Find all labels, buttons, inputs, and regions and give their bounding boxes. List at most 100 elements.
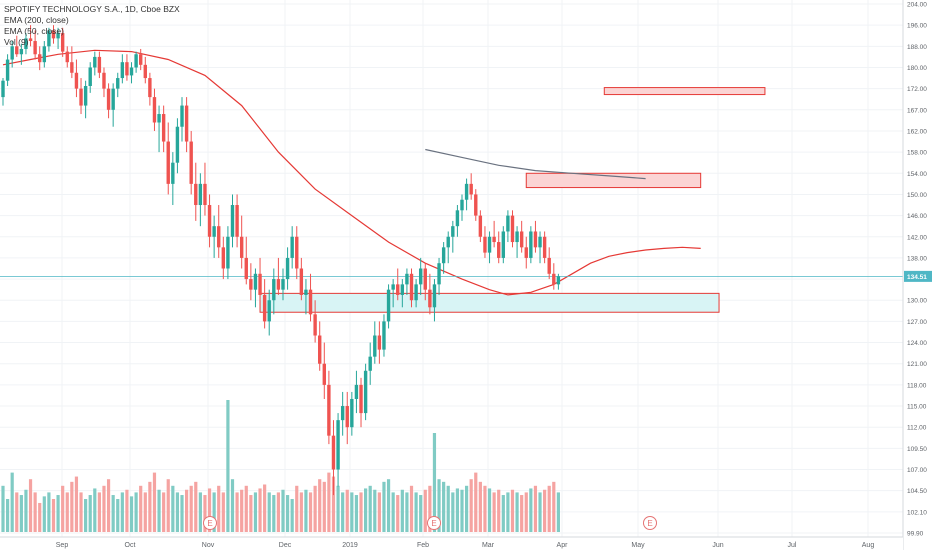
volume-bar xyxy=(84,499,88,532)
legend-ema200[interactable]: EMA (200, close) xyxy=(4,15,69,25)
volume-bar xyxy=(524,492,528,532)
candle-body xyxy=(515,231,519,243)
volume-bar xyxy=(446,485,450,532)
volume-bar xyxy=(469,479,473,532)
volume-bar xyxy=(212,492,216,532)
candle-body xyxy=(506,215,510,232)
candle-body xyxy=(533,231,538,248)
volume-bar xyxy=(350,492,354,532)
candle-body xyxy=(497,242,501,258)
price-axis[interactable]: 99.90 102.10 104.50 107.00 109.50 112.00 115.0… xyxy=(902,0,932,550)
volume-bar xyxy=(281,489,285,532)
price-tick-label: 121.00 xyxy=(907,361,927,368)
candle-body xyxy=(418,268,423,285)
volume-bar xyxy=(478,481,482,532)
volume-bar xyxy=(295,485,299,532)
candle-body xyxy=(24,38,28,49)
price-tick-label: 112.00 xyxy=(907,425,927,432)
volume-bar xyxy=(38,502,42,532)
candle-body xyxy=(299,268,304,295)
candle-body xyxy=(5,59,10,81)
candle-body xyxy=(386,289,391,322)
volume-bar xyxy=(304,489,308,532)
volume-bar xyxy=(501,495,505,532)
legend-title[interactable]: SPOTIFY TECHNOLOGY S.A., 1D, Cboe BZX xyxy=(4,4,180,14)
candle-body xyxy=(166,141,170,184)
volume-bar xyxy=(455,488,460,532)
price-tick-label: 158.00 xyxy=(907,150,927,157)
candle-body xyxy=(414,284,418,301)
candle-body xyxy=(281,279,285,290)
volume-bar xyxy=(299,492,303,532)
candle-body xyxy=(83,85,88,106)
volume-bar xyxy=(33,492,37,532)
candle-body xyxy=(217,226,221,248)
volume-bar xyxy=(464,485,469,532)
candle-body xyxy=(423,268,427,290)
volume-bar xyxy=(364,488,368,532)
candle-body xyxy=(350,398,354,428)
volume-bar xyxy=(538,492,542,532)
candle-body xyxy=(194,183,198,206)
price-tick-label: 118.00 xyxy=(907,382,927,389)
candle-body xyxy=(340,406,345,421)
candle-body xyxy=(542,236,547,258)
candle-body xyxy=(161,114,166,142)
volume-bar xyxy=(552,481,556,532)
candle-body xyxy=(492,236,496,243)
price-tick-label: 104.50 xyxy=(907,488,927,495)
time-tick-label: May xyxy=(631,542,645,549)
earnings-marker-circle xyxy=(203,516,217,530)
candle-body xyxy=(47,30,51,47)
candle-body xyxy=(345,406,349,428)
legend-ema50[interactable]: EMA (50, close) xyxy=(4,26,64,36)
time-tick-label: Aug xyxy=(862,542,875,549)
volume-bar xyxy=(203,495,207,532)
volume-bar xyxy=(510,489,515,532)
volume-bar xyxy=(139,485,143,532)
candle-body xyxy=(336,420,340,470)
candle-body xyxy=(148,78,152,98)
volume-bar xyxy=(19,495,23,532)
volume-bar xyxy=(377,492,381,532)
last-price-label: 134.51 xyxy=(907,274,927,281)
volume-bar xyxy=(194,481,198,532)
volume-bar xyxy=(61,485,65,532)
volume-bar xyxy=(47,492,51,532)
candle-body xyxy=(313,314,317,336)
time-axis[interactable]: Sep Oct Nov Dec 2019 Feb Mar Apr May Jun Jul Aug xyxy=(0,536,903,550)
volume-bar xyxy=(409,485,414,532)
candle-body xyxy=(42,46,47,63)
candle-body xyxy=(409,273,414,301)
volume-bar xyxy=(240,489,244,532)
supply-demand-zones[interactable] xyxy=(259,87,766,313)
earnings-marker-circle xyxy=(427,516,441,530)
volume-bar xyxy=(230,479,235,532)
volume-bar xyxy=(106,479,111,532)
price-tick-label: 138.00 xyxy=(907,255,927,262)
candle-body xyxy=(38,54,42,63)
candle-body xyxy=(478,215,483,237)
volume-bar xyxy=(143,492,147,532)
volume-bar xyxy=(341,492,345,532)
volume-bar xyxy=(24,489,28,532)
volume-bar xyxy=(483,485,487,532)
volume-bar xyxy=(547,485,551,532)
candle-body xyxy=(464,183,469,200)
volume-bar xyxy=(386,479,391,532)
candle-body xyxy=(79,88,83,106)
volume-bar xyxy=(432,433,437,532)
time-tick-label: Feb xyxy=(417,542,429,549)
candle-body xyxy=(267,300,271,322)
volume-bar xyxy=(308,492,313,532)
candle-body xyxy=(327,384,331,436)
volume-bar xyxy=(166,479,170,532)
volume-bar xyxy=(79,492,83,532)
volume-bar xyxy=(414,492,418,532)
volume-bar xyxy=(134,492,138,532)
legend-volume[interactable]: Vol (9) xyxy=(4,37,29,47)
time-axis-bg xyxy=(0,537,903,550)
time-tick-label: Apr xyxy=(557,542,569,549)
